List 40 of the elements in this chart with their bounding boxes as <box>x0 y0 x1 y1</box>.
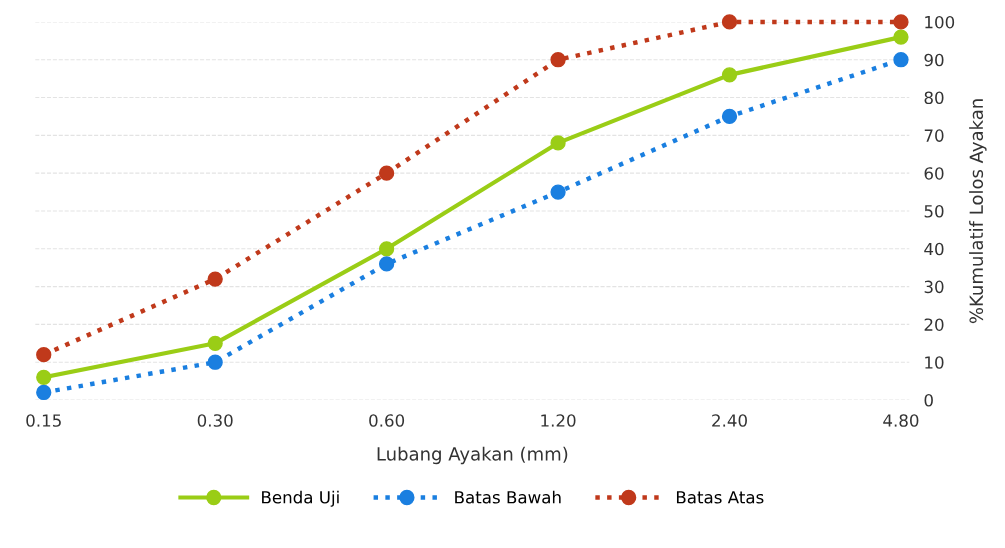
point <box>36 347 52 363</box>
point <box>550 52 566 68</box>
x-tick-label: 0.30 <box>197 414 233 427</box>
y2-tick-label: 30 <box>924 280 944 294</box>
y2-axis-title: %Kumulatif Lolos Ayakan <box>969 99 987 324</box>
x-tick-label: 0.60 <box>369 414 405 427</box>
y2-tick-label: 20 <box>924 318 944 331</box>
point <box>550 184 566 200</box>
point <box>378 256 395 272</box>
point <box>207 271 223 287</box>
legend-label: Batas Bawah <box>455 490 561 504</box>
y2-tick-label: 0 <box>924 394 933 407</box>
point <box>378 165 395 181</box>
point <box>721 14 738 30</box>
x-tick-label: 1.20 <box>541 414 576 427</box>
point <box>378 241 395 257</box>
point <box>36 384 52 401</box>
point <box>207 335 223 351</box>
point <box>36 369 52 385</box>
y2-tick-label: 100 <box>925 15 955 29</box>
point <box>721 67 738 83</box>
legend-label: Benda Uji <box>262 490 339 507</box>
y2-tick-label: 90 <box>924 53 944 67</box>
x-tick-label: 4.80 <box>883 414 919 427</box>
point <box>893 29 909 45</box>
y2-tick-label: 70 <box>924 129 944 142</box>
x-axis-title: Lubang Ayakan (mm) <box>377 446 568 465</box>
y2-tick-label: 50 <box>924 204 944 218</box>
x-tick-label: 0.15 <box>26 414 61 427</box>
y2-tick-label: 80 <box>924 91 944 105</box>
y2-tick-label: 60 <box>924 167 944 180</box>
y2-tick-label: 10 <box>925 356 944 369</box>
x-tick-label: 2.40 <box>712 414 747 427</box>
point <box>550 135 566 151</box>
point <box>893 14 909 30</box>
point <box>893 52 909 68</box>
point <box>721 108 738 125</box>
y2-tick-label: 40 <box>924 242 944 256</box>
point <box>207 354 223 370</box>
legend-label: Batas Atas <box>676 491 764 504</box>
